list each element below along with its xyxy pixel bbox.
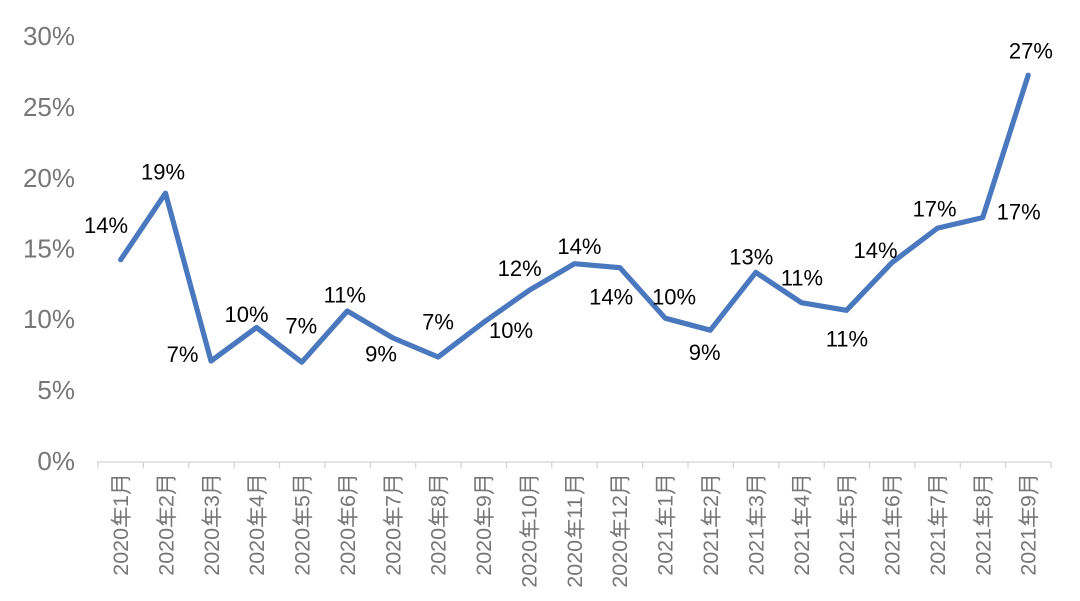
svg-text:4: 4 xyxy=(245,495,269,507)
svg-text:17%: 17% xyxy=(997,200,1041,225)
svg-text:7: 7 xyxy=(381,495,405,507)
svg-text:14%: 14% xyxy=(589,284,633,309)
svg-text:2021: 2021 xyxy=(881,528,905,576)
svg-text:10%: 10% xyxy=(652,284,696,309)
svg-text:3: 3 xyxy=(200,495,224,507)
svg-text:1: 1 xyxy=(109,495,133,507)
svg-text:9: 9 xyxy=(1017,495,1041,507)
svg-text:2020: 2020 xyxy=(336,528,360,576)
svg-text:10%: 10% xyxy=(23,304,75,334)
svg-text:2020: 2020 xyxy=(200,528,224,576)
svg-text:3: 3 xyxy=(744,495,768,507)
svg-text:9%: 9% xyxy=(365,342,397,367)
svg-text:12%: 12% xyxy=(498,256,542,281)
svg-text:2: 2 xyxy=(699,495,723,507)
svg-text:15%: 15% xyxy=(23,233,75,263)
svg-text:17%: 17% xyxy=(913,197,957,222)
svg-text:11%: 11% xyxy=(781,266,823,291)
svg-text:2021: 2021 xyxy=(971,528,995,576)
svg-text:2020: 2020 xyxy=(381,528,405,576)
svg-text:27%: 27% xyxy=(1009,39,1053,64)
svg-text:2021: 2021 xyxy=(699,528,723,576)
svg-text:1: 1 xyxy=(654,495,678,507)
svg-text:2020: 2020 xyxy=(154,528,178,576)
svg-text:11%: 11% xyxy=(826,327,868,352)
svg-text:2020: 2020 xyxy=(517,540,541,588)
svg-text:13%: 13% xyxy=(729,245,773,270)
svg-text:7: 7 xyxy=(926,495,950,507)
svg-text:2021: 2021 xyxy=(926,528,950,576)
svg-text:14%: 14% xyxy=(853,238,897,263)
svg-text:4: 4 xyxy=(790,495,814,507)
svg-text:2021: 2021 xyxy=(654,528,678,576)
svg-text:7%: 7% xyxy=(422,310,454,335)
svg-text:6: 6 xyxy=(881,495,905,507)
svg-text:2020: 2020 xyxy=(245,528,269,576)
svg-text:6: 6 xyxy=(336,495,360,507)
svg-text:11: 11 xyxy=(563,497,587,519)
svg-text:30%: 30% xyxy=(23,21,75,51)
svg-text:10%: 10% xyxy=(224,302,268,327)
svg-text:11%: 11% xyxy=(324,282,366,307)
svg-text:5: 5 xyxy=(835,495,859,507)
svg-text:9: 9 xyxy=(472,495,496,507)
svg-text:12: 12 xyxy=(608,495,632,519)
svg-text:2020: 2020 xyxy=(427,528,451,576)
svg-text:2020: 2020 xyxy=(563,540,587,588)
svg-text:2020: 2020 xyxy=(608,540,632,588)
svg-text:20%: 20% xyxy=(23,163,75,193)
svg-text:14%: 14% xyxy=(557,234,601,259)
svg-text:7%: 7% xyxy=(167,342,199,367)
svg-text:2021: 2021 xyxy=(744,528,768,576)
svg-text:2: 2 xyxy=(154,495,178,507)
svg-text:7%: 7% xyxy=(285,314,317,339)
svg-text:2021: 2021 xyxy=(835,528,859,576)
svg-text:5: 5 xyxy=(291,495,315,507)
svg-text:2020: 2020 xyxy=(291,528,315,576)
svg-text:0%: 0% xyxy=(37,446,75,476)
svg-text:10: 10 xyxy=(517,495,541,519)
svg-text:10%: 10% xyxy=(489,318,533,343)
svg-text:14%: 14% xyxy=(84,213,128,238)
svg-text:19%: 19% xyxy=(141,160,185,185)
svg-text:25%: 25% xyxy=(23,92,75,122)
svg-text:2021: 2021 xyxy=(1017,528,1041,576)
svg-text:9%: 9% xyxy=(689,340,721,365)
svg-text:2021: 2021 xyxy=(790,528,814,576)
svg-text:2020: 2020 xyxy=(472,528,496,576)
svg-text:8: 8 xyxy=(971,495,995,507)
svg-text:8: 8 xyxy=(427,495,451,507)
svg-text:5%: 5% xyxy=(37,375,75,405)
svg-text:2020: 2020 xyxy=(109,528,133,576)
